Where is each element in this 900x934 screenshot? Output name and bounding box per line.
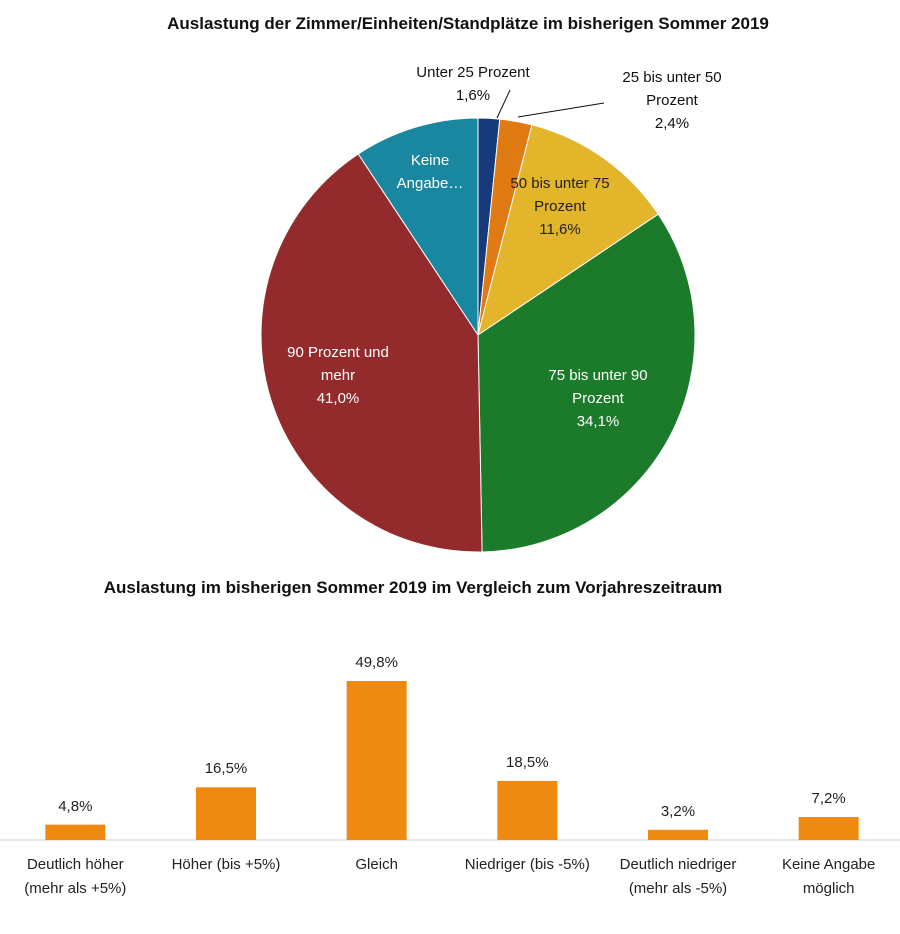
bar [798,817,859,840]
pie-slice [260,153,483,553]
x-tick-label: Deutlich höher (mehr als +5%) [24,856,127,897]
slice-label: Unter 25 Prozent 1,6% [388,61,558,107]
bar [196,787,256,840]
pie-slice [477,213,696,553]
leader-line [496,89,511,119]
pie-title: Auslastung der Zimmer/Einheiten/Standplä… [167,14,769,33]
bar [648,829,708,840]
slice-value: 11,6% [539,221,581,238]
slice-category: 25 bis unter 50 Prozent [622,69,722,109]
slice-value: 2,4% [654,115,690,132]
bar [497,780,558,840]
slice-label: 25 bis unter 50 Prozent 2,4% [607,66,737,135]
bar-title: Auslastung im bisherigen Sommer 2019 im … [103,578,723,597]
x-tick-label: Niedriger (bis -5%) [464,856,590,873]
x-tick-label: Höher (bis +5%) [171,856,281,873]
pie-slice [357,117,479,337]
slice-category: 50 bis unter 75 Prozent [510,175,610,215]
value-label: 3,2% [660,802,696,820]
slice-category: Unter 25 Prozent [416,64,530,81]
slice-category: Keine Angabe… [396,152,464,192]
slice-category: 75 bis unter 90 Prozent [548,367,648,407]
slice-value: 1,6% [455,87,491,104]
value-label: 49,8% [355,654,398,671]
value-label: 16,5% [204,760,248,778]
bar [346,681,407,840]
slice-label: 50 bis unter 75 Prozent 11,6% [505,172,615,241]
slice-category: 90 Prozent und mehr [287,344,389,384]
pie-slice [477,124,659,337]
x-tick-label: Keine Angabe möglich [781,856,876,897]
value-label: 7,2% [811,790,846,807]
value-label: 4,8% [58,797,93,815]
x-tick-label: Deutlich niedriger (mehr als -5%) [619,856,737,897]
slice-label: Keine Angabe… [385,149,475,195]
leader-line [517,102,605,118]
slice-value: 41,0% [316,390,360,407]
bar [45,824,106,840]
value-label: 18,5% [506,753,549,771]
slice-label: 90 Prozent und mehr 41,0% [273,341,403,410]
x-tick-label: Gleich [355,856,398,873]
slice-value: 34,1% [576,413,620,430]
slice-label: 75 bis unter 90 Prozent 34,1% [523,364,673,433]
